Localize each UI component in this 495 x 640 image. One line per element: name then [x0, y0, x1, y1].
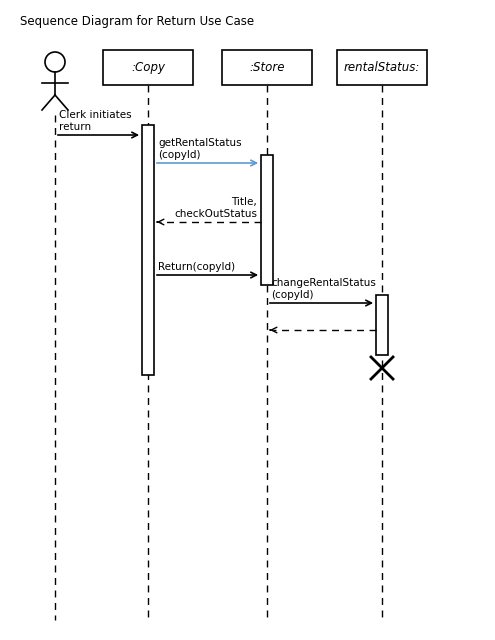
Bar [222, 50, 312, 85]
Bar [261, 155, 273, 285]
Text: rentalStatus:: rentalStatus: [344, 61, 420, 74]
Text: getRentalStatus
(copyId): getRentalStatus (copyId) [158, 138, 242, 160]
Text: :Store: :Store [249, 61, 285, 74]
Bar [142, 125, 154, 375]
Text: Title,
checkOutStatus: Title, checkOutStatus [174, 197, 257, 219]
Bar [103, 50, 193, 85]
Bar [376, 295, 388, 355]
Text: Sequence Diagram for Return Use Case: Sequence Diagram for Return Use Case [20, 15, 254, 28]
Text: Return(copyId): Return(copyId) [158, 262, 235, 272]
Text: changeRentalStatus
(copyId): changeRentalStatus (copyId) [271, 278, 376, 300]
Text: Clerk initiates
return: Clerk initiates return [59, 110, 132, 132]
Text: :Copy: :Copy [131, 61, 165, 74]
Bar [337, 50, 427, 85]
